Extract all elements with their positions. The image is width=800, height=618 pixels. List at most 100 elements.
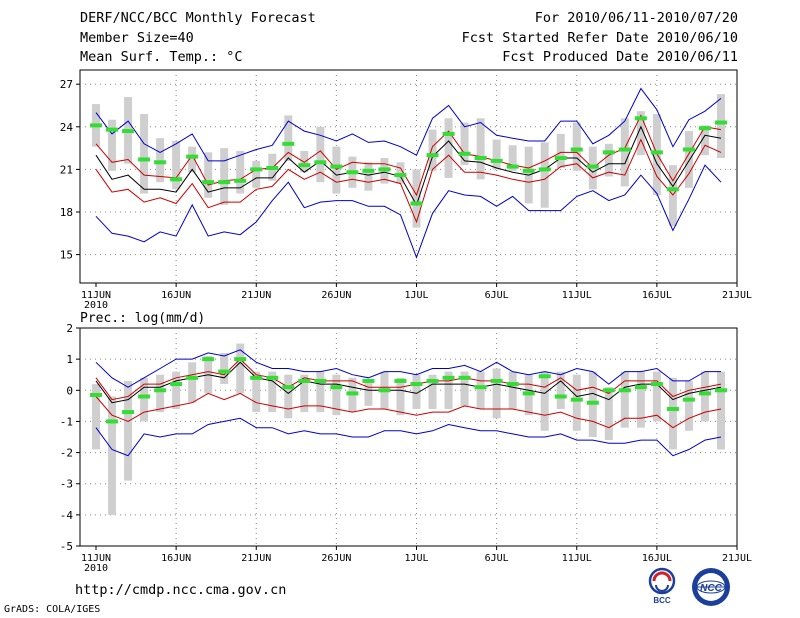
- y-tick-label: 27: [60, 78, 73, 91]
- median-mark: [154, 160, 167, 165]
- median-mark: [618, 388, 631, 393]
- median-mark: [666, 406, 679, 411]
- range-bar: [92, 384, 100, 450]
- median-mark: [170, 177, 183, 182]
- median-mark: [90, 123, 102, 128]
- range-bar: [556, 371, 565, 409]
- median-mark: [186, 375, 199, 380]
- median-mark: [698, 126, 711, 131]
- range-bar: [428, 374, 437, 409]
- median-mark: [714, 388, 727, 393]
- median-mark: [698, 391, 711, 396]
- range-bar: [172, 371, 181, 409]
- member-size: Member Size=40: [80, 30, 194, 46]
- median-mark: [442, 375, 455, 380]
- median-mark: [634, 116, 647, 121]
- ensemble-mean-line: [95, 125, 722, 207]
- range-bar: [556, 133, 565, 168]
- range-bar: [716, 94, 725, 159]
- x-tick-label: 16JUL: [642, 290, 672, 301]
- inner-lower-line: [95, 138, 722, 224]
- median-mark: [266, 375, 279, 380]
- median-mark: [378, 388, 391, 393]
- range-bar: [108, 396, 117, 515]
- median-mark: [330, 164, 343, 169]
- outer-min-line: [95, 164, 722, 259]
- range-bar: [476, 371, 485, 409]
- range-bar: [716, 371, 725, 450]
- x-tick-label: 26JUN: [321, 290, 351, 301]
- bcc-logo: BCC: [648, 567, 676, 605]
- plot-frame: [79, 327, 738, 547]
- x-tick-label: 11JUN: [81, 553, 111, 564]
- range-bar: [540, 142, 549, 208]
- range-bar: [284, 374, 293, 419]
- median-mark: [218, 180, 231, 185]
- y-tick-label: 21: [60, 163, 73, 176]
- median-mark: [682, 147, 695, 152]
- ncc-logo: NCC: [692, 568, 730, 606]
- range-bar: [204, 152, 213, 198]
- range-bar: [188, 362, 197, 403]
- median-mark: [506, 164, 519, 169]
- median-mark: [618, 147, 631, 152]
- median-mark: [490, 378, 503, 383]
- range-bar: [460, 122, 469, 166]
- y-tick-label: 24: [60, 121, 74, 134]
- x-tick-label: 26JUN: [321, 553, 351, 564]
- range-bar: [156, 138, 165, 183]
- median-mark: [394, 173, 407, 178]
- range-bar: [492, 139, 501, 170]
- median-mark: [202, 357, 215, 362]
- range-bar: [156, 374, 165, 413]
- median-mark: [154, 388, 167, 393]
- range-bar: [684, 380, 693, 431]
- outer-min-line: [95, 417, 722, 457]
- median-mark: [410, 382, 423, 387]
- median-mark: [410, 201, 423, 206]
- median-mark: [378, 167, 391, 172]
- range-bar: [620, 118, 629, 187]
- grads-credit: GrADS: COLA/IGES: [4, 604, 101, 615]
- range-bar: [444, 118, 453, 178]
- median-mark: [474, 156, 487, 161]
- median-mark: [282, 385, 295, 390]
- plot-frame: [79, 69, 738, 284]
- range-bar: [172, 141, 181, 190]
- median-mark: [554, 394, 567, 399]
- range-bar: [300, 374, 309, 413]
- range-bar: [316, 371, 325, 413]
- median-mark: [586, 400, 599, 405]
- outer-max-line: [95, 349, 721, 388]
- median-mark: [602, 150, 615, 155]
- y-tick-label: -4: [60, 509, 74, 522]
- fcst-started-date: Fcst Started Refer Date 2010/06/10: [461, 30, 738, 46]
- median-mark: [250, 167, 263, 172]
- fcst-produced-date: Fcst Produced Date 2010/06/11: [502, 49, 738, 65]
- median-mark: [570, 397, 583, 402]
- ensemble-mean-line: [95, 361, 722, 404]
- range-bar: [508, 145, 517, 171]
- y-tick-label: -1: [60, 415, 73, 428]
- y-tick-label: 1: [66, 353, 73, 366]
- median-mark: [314, 160, 327, 165]
- range-bar: [332, 146, 341, 194]
- x-tick-label: 1JUL: [404, 290, 428, 301]
- median-mark: [650, 150, 663, 155]
- x-tick-sublabel: 2010: [84, 563, 108, 574]
- range-bar: [636, 371, 645, 428]
- median-mark: [346, 170, 359, 175]
- range-bar: [364, 380, 373, 406]
- source-url[interactable]: http://cmdp.ncc.cma.gov.cn: [75, 582, 287, 598]
- range-bar: [220, 148, 229, 205]
- median-mark: [362, 168, 375, 173]
- range-bar: [492, 368, 501, 419]
- chart-title: DERF/NCC/BCC Monthly Forecast: [80, 10, 316, 26]
- median-mark: [298, 163, 311, 168]
- range-bar: [252, 371, 261, 413]
- range-bar: [476, 118, 485, 180]
- y-tick-label: 18: [60, 206, 73, 219]
- range-bar: [428, 129, 437, 171]
- range-bar: [700, 371, 709, 422]
